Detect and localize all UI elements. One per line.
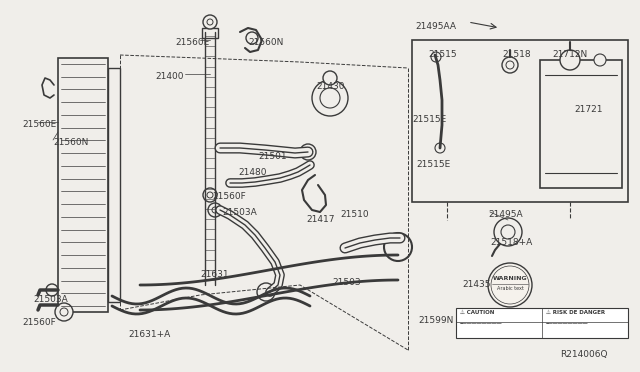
Bar [108,68,120,302]
Text: 21515: 21515 [428,50,456,59]
Text: 21712N: 21712N [552,50,588,59]
Circle shape [246,32,258,44]
Text: 21510: 21510 [340,210,369,219]
Text: 21480: 21480 [238,168,266,177]
Text: 21599N: 21599N [418,316,453,325]
Text: 21721: 21721 [574,105,602,114]
Bar [202,28,218,38]
Text: 21503: 21503 [332,278,360,287]
Text: 21503A: 21503A [33,295,68,304]
Bar [412,40,628,202]
Text: 21495A: 21495A [488,210,523,219]
Text: 21417: 21417 [306,215,335,224]
Circle shape [203,188,217,202]
Text: 21560F: 21560F [212,192,246,201]
Text: 21631+A: 21631+A [128,330,170,339]
Text: 21501: 21501 [258,152,287,161]
Circle shape [55,303,73,321]
Circle shape [506,61,514,69]
Circle shape [212,207,218,213]
Text: WARNING: WARNING [493,276,527,281]
Circle shape [207,192,213,198]
Text: 21495AA: 21495AA [415,22,456,31]
Text: 21560E: 21560E [175,38,209,47]
Circle shape [207,19,213,25]
Text: 21435: 21435 [462,280,490,289]
Text: 21631: 21631 [200,270,228,279]
Circle shape [488,263,532,307]
Text: 21560N: 21560N [248,38,284,47]
Text: ─────────────────: ───────────────── [459,323,502,327]
Circle shape [494,218,522,246]
Text: 21515E: 21515E [416,160,451,169]
Text: 21560N: 21560N [53,138,88,147]
Text: 21518+A: 21518+A [490,238,532,247]
Text: Arabic text: Arabic text [497,286,524,291]
Circle shape [60,308,68,316]
Circle shape [594,54,606,66]
Text: 21503A: 21503A [222,208,257,217]
Text: 21560E: 21560E [22,120,56,129]
Circle shape [431,52,441,62]
Bar [58,58,108,312]
Circle shape [320,88,340,108]
Circle shape [560,50,580,70]
Text: 21515E: 21515E [412,115,446,124]
Text: ⚠ RISK DE DANGER: ⚠ RISK DE DANGER [546,310,605,315]
Circle shape [501,225,515,239]
Circle shape [502,57,518,73]
Circle shape [257,283,275,301]
Text: R214006Q: R214006Q [560,350,607,359]
Circle shape [208,203,222,217]
Bar [540,60,622,188]
Text: 21518: 21518 [502,50,531,59]
Text: ─────────────────: ───────────────── [545,323,588,327]
Bar [456,308,628,338]
Circle shape [312,80,348,116]
Circle shape [46,284,58,296]
Circle shape [300,144,316,160]
Circle shape [435,143,445,153]
Text: 21430: 21430 [316,82,344,91]
Text: 21400: 21400 [155,72,184,81]
Circle shape [323,71,337,85]
Text: 21560F: 21560F [22,318,56,327]
Text: ⚠ CAUTION: ⚠ CAUTION [460,310,494,315]
Circle shape [384,233,412,261]
Circle shape [203,15,217,29]
